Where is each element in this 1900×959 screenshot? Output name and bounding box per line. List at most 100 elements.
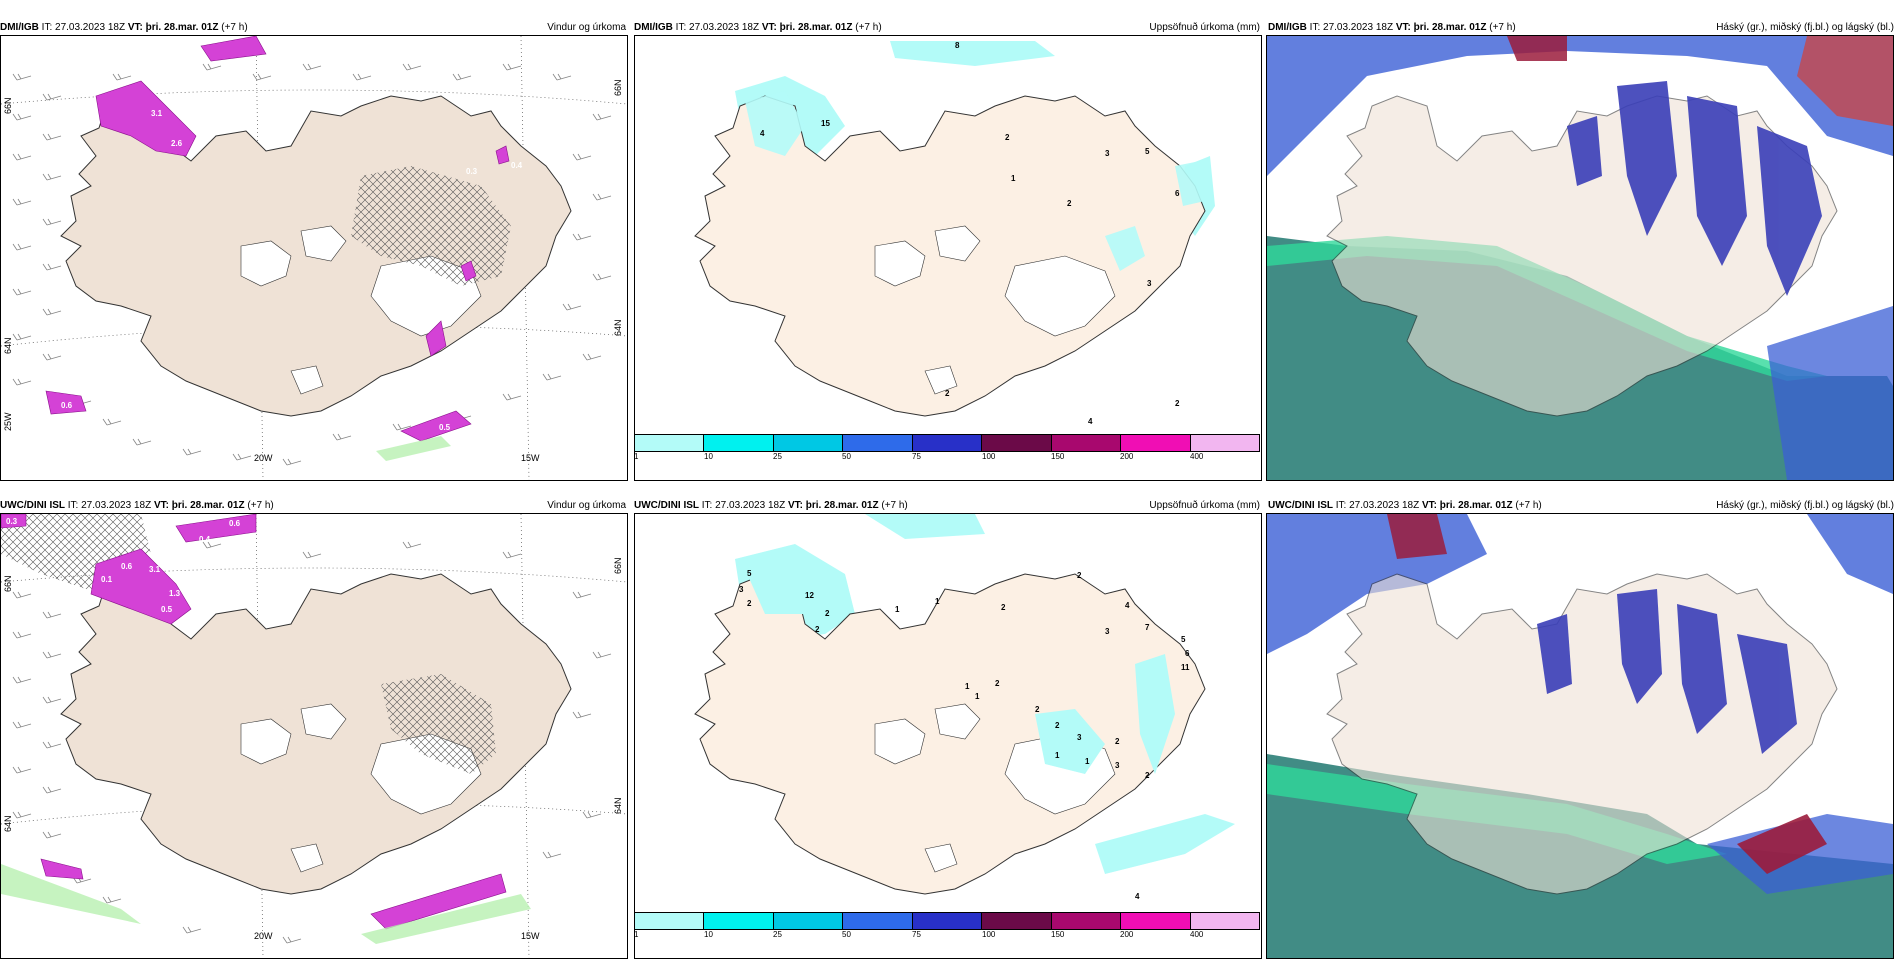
svg-text:5: 5 [1145, 147, 1150, 156]
map-panel-uwc-wind: 66N 64N 66N 64N 20W 15W 0.3 0.4 0. [0, 513, 628, 959]
svg-text:3.1: 3.1 [151, 109, 163, 118]
colorbar-swatch [1190, 435, 1259, 451]
colorbar-swatch [843, 435, 913, 451]
svg-text:2: 2 [1175, 399, 1180, 408]
colorbar-swatch [982, 435, 1052, 451]
svg-text:1: 1 [1011, 174, 1016, 183]
svg-text:20W: 20W [254, 931, 273, 941]
svg-text:0.1: 0.1 [101, 575, 113, 584]
svg-text:7: 7 [1145, 623, 1150, 632]
colorbar-swatch [843, 913, 913, 929]
svg-text:20W: 20W [254, 453, 273, 463]
svg-text:0.6: 0.6 [229, 519, 241, 528]
svg-text:3: 3 [1147, 279, 1152, 288]
colorbar-labels-uwc: 1 10 25 50 75 100 150 200 400 [634, 930, 1204, 939]
svg-text:2: 2 [995, 679, 1000, 688]
svg-text:6: 6 [1175, 189, 1180, 198]
svg-text:0.3: 0.3 [466, 167, 478, 176]
svg-text:3: 3 [1077, 733, 1082, 742]
svg-text:66N: 66N [613, 557, 623, 574]
precip-areas [45, 36, 510, 442]
svg-text:3.1: 3.1 [149, 565, 161, 574]
panel-header-uwc-wind: UWC/DINI ISL IT: 27.03.2023 18Z VT: þri.… [0, 500, 626, 511]
svg-text:1.3: 1.3 [169, 589, 181, 598]
svg-text:2.6: 2.6 [171, 139, 183, 148]
panel-header-uwc-accum: UWC/DINI ISL IT: 27.03.2023 18Z VT: þri.… [634, 500, 1260, 511]
svg-text:64N: 64N [3, 815, 13, 832]
svg-text:2: 2 [1005, 133, 1010, 142]
svg-text:5: 5 [1181, 635, 1186, 644]
svg-text:2: 2 [945, 389, 950, 398]
svg-text:25W: 25W [3, 412, 13, 431]
svg-text:2: 2 [1067, 199, 1072, 208]
map-panel-dmi-accum: 8 4 15 2 1 2 3 5 6 3 2 2 4 [634, 35, 1262, 481]
svg-text:15: 15 [821, 119, 830, 128]
svg-text:3: 3 [1105, 149, 1110, 158]
svg-text:0.4: 0.4 [199, 535, 211, 544]
svg-text:6: 6 [1185, 649, 1190, 658]
colorbar-swatch [1121, 913, 1191, 929]
colorbar-labels-dmi: 1 10 25 50 75 100 150 200 400 [634, 452, 1204, 461]
svg-text:0.5: 0.5 [439, 423, 451, 432]
svg-text:4: 4 [1135, 892, 1140, 901]
svg-text:66N: 66N [3, 575, 13, 592]
svg-text:1: 1 [965, 682, 970, 691]
svg-text:0.5: 0.5 [161, 605, 173, 614]
svg-text:2: 2 [1115, 737, 1120, 746]
colorbar-swatch [1051, 913, 1122, 929]
svg-text:8: 8 [955, 41, 960, 50]
svg-text:4: 4 [760, 129, 765, 138]
panel-header-dmi-wind: DMI/IGB IT: 27.03.2023 18Z VT: þri. 28.m… [0, 22, 626, 33]
map-panel-uwc-clouds [1266, 513, 1894, 959]
colorbar-swatch [773, 913, 844, 929]
svg-text:2: 2 [1001, 603, 1006, 612]
svg-text:2: 2 [1055, 721, 1060, 730]
colorbar-swatch [635, 913, 705, 929]
colorbar-swatch [1121, 435, 1191, 451]
panel-header-dmi-clouds: DMI/IGB IT: 27.03.2023 18Z VT: þri. 28.m… [1268, 22, 1894, 33]
panel-header-uwc-clouds: UWC/DINI ISL IT: 27.03.2023 18Z VT: þri.… [1268, 500, 1894, 511]
colorbar-swatch [635, 435, 705, 451]
drizzle-areas [376, 436, 451, 461]
svg-text:15W: 15W [521, 931, 540, 941]
svg-text:0.3: 0.3 [6, 517, 18, 526]
svg-text:66N: 66N [613, 79, 623, 96]
svg-text:0.4: 0.4 [511, 161, 523, 170]
colorbar-swatch [1051, 435, 1122, 451]
map-panel-dmi-clouds [1266, 35, 1894, 481]
svg-text:15W: 15W [521, 453, 540, 463]
svg-text:66N: 66N [3, 97, 13, 114]
map-panel-uwc-accum: 5 3 2 12 2 2 1 1 2 2 4 3 7 5 6 11 1 1 2 … [634, 513, 1262, 959]
colorbar-swatch [704, 435, 774, 451]
svg-text:11: 11 [1181, 663, 1190, 672]
svg-text:64N: 64N [3, 337, 13, 354]
svg-text:12: 12 [805, 591, 814, 600]
svg-text:3: 3 [1115, 761, 1120, 770]
svg-text:0.6: 0.6 [61, 401, 73, 410]
svg-text:4: 4 [1125, 601, 1130, 610]
svg-text:2: 2 [747, 599, 752, 608]
svg-text:3: 3 [1105, 627, 1110, 636]
colorbar-uwc [634, 912, 1260, 930]
svg-text:5: 5 [747, 569, 752, 578]
svg-text:64N: 64N [613, 319, 623, 336]
colorbar-swatch [982, 913, 1052, 929]
colorbar-dmi [634, 434, 1260, 452]
svg-text:4: 4 [1088, 417, 1093, 426]
svg-text:2: 2 [1035, 705, 1040, 714]
svg-text:2: 2 [1077, 571, 1082, 580]
svg-text:2: 2 [815, 625, 820, 634]
svg-text:0.6: 0.6 [121, 562, 133, 571]
svg-text:2: 2 [825, 609, 830, 618]
svg-text:1: 1 [895, 605, 900, 614]
colorbar-swatch [912, 435, 983, 451]
svg-text:1: 1 [1085, 757, 1090, 766]
svg-text:2: 2 [1145, 771, 1150, 780]
svg-text:1: 1 [1055, 751, 1060, 760]
colorbar-swatch [773, 435, 844, 451]
colorbar-swatch [1190, 913, 1259, 929]
colorbar-swatch [704, 913, 774, 929]
svg-text:1: 1 [975, 692, 980, 701]
svg-text:1: 1 [935, 597, 940, 606]
colorbar-swatch [912, 913, 983, 929]
